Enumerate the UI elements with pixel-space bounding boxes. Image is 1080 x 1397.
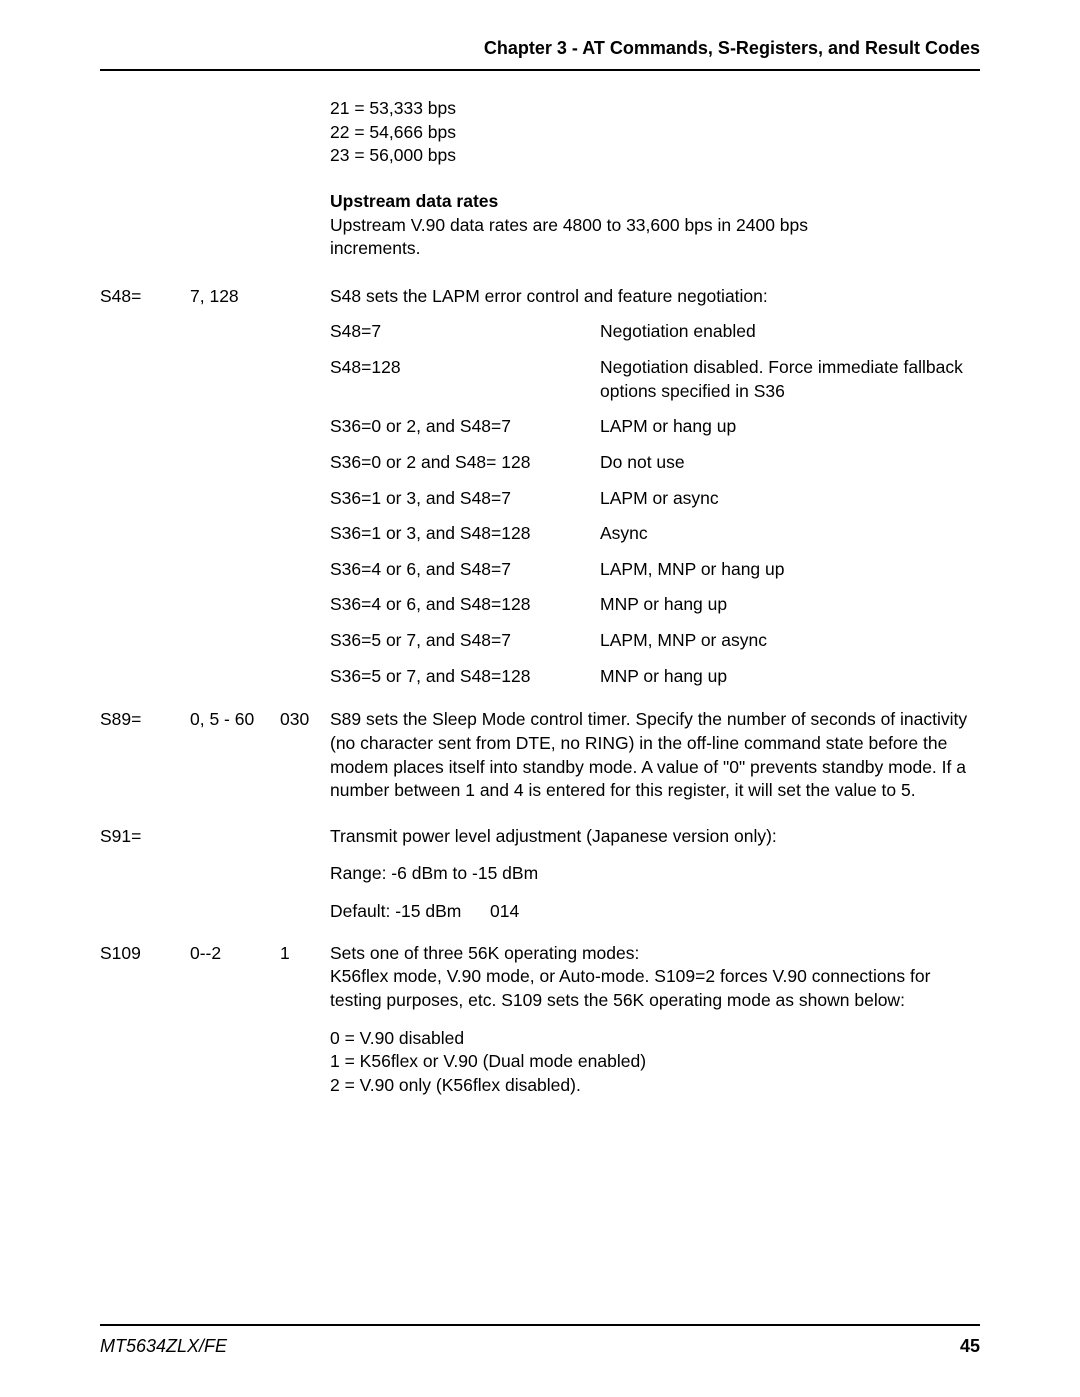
- s48-sub-result: LAPM, MNP or async: [600, 629, 980, 653]
- s48-desc: S48 sets the LAPM error control and feat…: [330, 285, 980, 309]
- s91-reg: S91=: [100, 825, 190, 849]
- chapter-header: Chapter 3 - AT Commands, S-Registers, an…: [100, 38, 980, 69]
- s48-subrow: S48=7Negotiation enabled: [330, 320, 980, 344]
- s89-range: 0, 5 - 60: [190, 708, 280, 732]
- page: Chapter 3 - AT Commands, S-Registers, an…: [0, 0, 1080, 1397]
- s48-sub-result: LAPM, MNP or hang up: [600, 558, 980, 582]
- s91-default-val: -15 dBm: [395, 901, 461, 921]
- footer-model: MT5634ZLX/FE: [100, 1336, 227, 1357]
- s48-subrow: S36=4 or 6, and S48=128MNP or hang up: [330, 593, 980, 617]
- rate-line-21: 21 = 53,333 bps: [330, 97, 980, 121]
- s91-default-line: Default: -15 dBm 014: [330, 900, 980, 924]
- s91-desc: Transmit power level adjustment (Japanes…: [330, 825, 980, 849]
- s91-row: S91= Transmit power level adjustment (Ja…: [100, 825, 980, 849]
- s48-subrow: S36=1 or 3, and S48=7LAPM or async: [330, 487, 980, 511]
- s48-range: 7, 128: [190, 285, 280, 309]
- s109-desc: Sets one of three 56K operating modes: K…: [330, 942, 980, 1013]
- s109-range: 0--2: [190, 942, 280, 966]
- s48-subrow: S36=5 or 7, and S48=7LAPM, MNP or async: [330, 629, 980, 653]
- s91-default-code: 014: [490, 900, 980, 924]
- s48-sub-result: Negotiation disabled. Force immediate fa…: [600, 356, 980, 403]
- upstream-heading: Upstream data rates: [330, 190, 980, 214]
- footer-page: 45: [960, 1336, 980, 1357]
- upstream-head-u: U: [330, 191, 343, 211]
- s48-row: S48= 7, 128 S48 sets the LAPM error cont…: [100, 285, 980, 309]
- s48-sub-condition: S36=1 or 3, and S48=128: [330, 522, 600, 546]
- content-body: 21 = 53,333 bps 22 = 54,666 bps 23 = 56,…: [100, 97, 980, 1097]
- s48-sub-condition: S36=1 or 3, and S48=7: [330, 487, 600, 511]
- s48-sub-result: MNP or hang up: [600, 593, 980, 617]
- s109-def: 1: [280, 942, 330, 966]
- s48-sub-condition: S36=4 or 6, and S48=128: [330, 593, 600, 617]
- s109-options: 0 = V.90 disabled 1 = K56flex or V.90 (D…: [330, 1027, 980, 1098]
- s89-reg: S89=: [100, 708, 190, 732]
- s48-subrow: S48=128Negotiation disabled. Force immed…: [330, 356, 980, 403]
- s48-sub-result: MNP or hang up: [600, 665, 980, 689]
- s48-sub-result: Async: [600, 522, 980, 546]
- upstream-text: Upstream V.90 data rates are 4800 to 33,…: [330, 214, 870, 261]
- rate-line-22: 22 = 54,666 bps: [330, 121, 980, 145]
- s48-sub-result: Do not use: [600, 451, 980, 475]
- footer-rule: [100, 1324, 980, 1326]
- s48-sub-result: Negotiation enabled: [600, 320, 980, 344]
- s109-row: S109 0--2 1 Sets one of three 56K operat…: [100, 942, 980, 1013]
- s89-row: S89= 0, 5 - 60 030 S89 sets the Sleep Mo…: [100, 708, 980, 803]
- s48-subrow: S36=5 or 7, and S48=128MNP or hang up: [330, 665, 980, 689]
- s48-reg: S48=: [100, 285, 190, 309]
- page-footer: MT5634ZLX/FE 45: [100, 1324, 980, 1357]
- s48-sub-condition: S36=5 or 7, and S48=128: [330, 665, 600, 689]
- s48-subrow: S36=4 or 6, and S48=7LAPM, MNP or hang u…: [330, 558, 980, 582]
- s48-sub-condition: S36=0 or 2 and S48= 128: [330, 451, 600, 475]
- s91-range-line: Range: -6 dBm to -15 dBm: [330, 862, 980, 886]
- s48-sub-condition: S48=7: [330, 320, 600, 344]
- s48-sub-condition: S36=0 or 2, and S48=7: [330, 415, 600, 439]
- s48-sub-result: LAPM or async: [600, 487, 980, 511]
- s48-subrow: S36=0 or 2, and S48=7LAPM or hang up: [330, 415, 980, 439]
- s91-default-label: Default:: [330, 901, 390, 921]
- s48-subrow: S36=1 or 3, and S48=128Async: [330, 522, 980, 546]
- s48-subrow: S36=0 or 2 and S48= 128Do not use: [330, 451, 980, 475]
- s89-desc: S89 sets the Sleep Mode control timer. S…: [330, 708, 980, 803]
- s89-def: 030: [280, 708, 330, 732]
- rate-line-23: 23 = 56,000 bps: [330, 144, 980, 168]
- upstream-head-rest: pstream data rates: [343, 191, 499, 211]
- s48-sub-condition: S48=128: [330, 356, 600, 403]
- header-rule: [100, 69, 980, 71]
- s109-reg: S109: [100, 942, 190, 966]
- s48-sub-condition: S36=5 or 7, and S48=7: [330, 629, 600, 653]
- s48-sub-result: LAPM or hang up: [600, 415, 980, 439]
- s48-sub-condition: S36=4 or 6, and S48=7: [330, 558, 600, 582]
